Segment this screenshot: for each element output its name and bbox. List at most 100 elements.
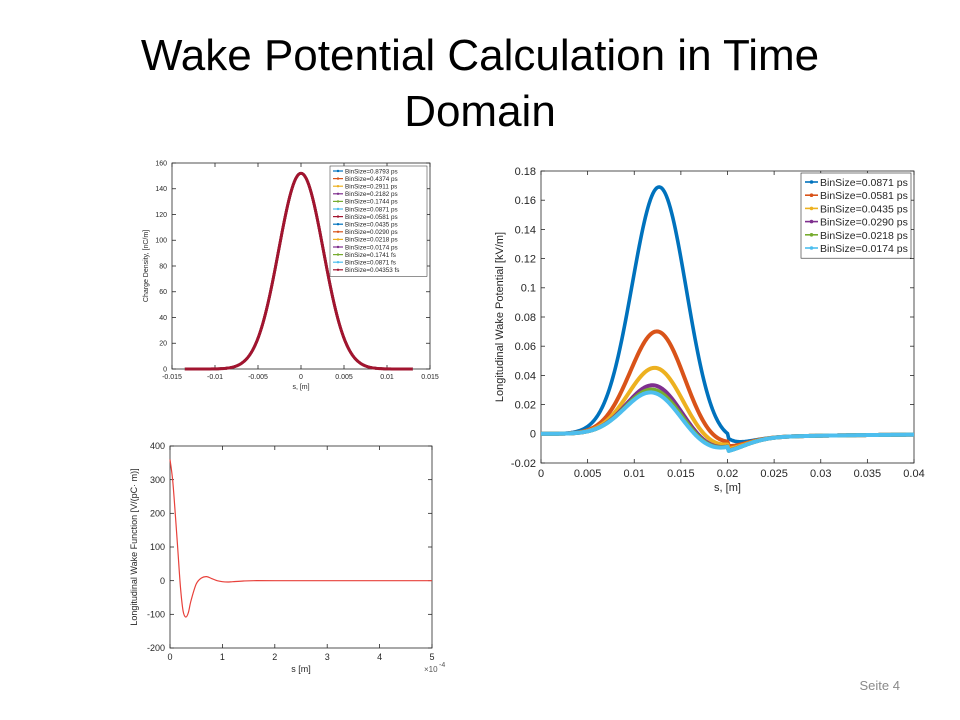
legend-marker	[809, 246, 814, 250]
slide-title: Wake Potential Calculation in Time Domai…	[140, 31, 820, 136]
x-tick-label: 4	[377, 652, 382, 662]
x-tick-label: 0.005	[574, 468, 602, 480]
x-tick-label: -0.015	[162, 374, 182, 381]
x-tick-label: 0.01	[624, 468, 645, 480]
legend-entry: BinSize=0.2182 ps	[345, 191, 398, 198]
y-tick-label: 300	[150, 475, 165, 485]
legend-entry: BinSize=0.4374 ps	[345, 176, 398, 183]
wake-potential-chart: 0 0.005 0.01 0.015 0.02 0.025 0.03 0.035 0.04 -0.…	[494, 166, 925, 494]
x-multiplier: ×10	[424, 665, 438, 674]
wake-potential-series-line	[540, 390, 915, 453]
legend-entry: BinSize=0.0871 ps	[820, 177, 908, 189]
density-series-group	[184, 171, 413, 371]
y-tick-label: -100	[147, 609, 165, 619]
x-tick-label: 0.015	[667, 468, 695, 480]
legend-box	[800, 172, 912, 259]
x-axis-label: s [m]	[291, 664, 311, 674]
legend-entry: BinSize=0.0174 ps	[345, 244, 398, 251]
x-tick-label: 0.02	[717, 468, 738, 480]
y-tick-label: 0	[163, 366, 167, 373]
legend-marker	[336, 268, 340, 271]
wake-function-line	[169, 459, 432, 618]
y-tick-label: 0.06	[515, 341, 536, 353]
legend-marker	[809, 206, 814, 211]
legend-marker	[809, 193, 814, 197]
legend-entry: BinSize=0.2911 ps	[345, 184, 397, 191]
x-tick-label: 0	[299, 374, 303, 381]
y-tick-label: 80	[159, 263, 167, 270]
density-series-line	[184, 171, 413, 371]
y-tick-label: 0.1	[521, 283, 536, 295]
y-tick-label: 0.18	[515, 166, 536, 178]
legend-entry: BinSize=0.0290 ps	[345, 229, 398, 236]
x-tick-label: 0	[167, 652, 172, 662]
x-tick-label: 0.03	[810, 468, 831, 480]
legend-marker	[336, 253, 340, 256]
x-tick-label: 0.005	[335, 374, 353, 381]
legend-marker	[336, 177, 340, 180]
legend-entry: BinSize=0.0218 ps	[820, 230, 908, 242]
y-tick-label: 400	[150, 441, 165, 451]
x-tick-label: 0.025	[760, 468, 788, 480]
x-tick-label: 0.01	[380, 374, 394, 381]
y-tick-label: 60	[159, 289, 167, 296]
legend-entry: BinSize=0.0581 ps	[345, 214, 398, 221]
x-tick-label: -0.005	[248, 374, 268, 381]
y-tick-label: 200	[150, 508, 165, 518]
charge-density-chart: -0.015 -0.01 -0.005 0 0.005 0.01 0.015 0 20 40 60 8…	[143, 160, 439, 391]
legend-marker	[336, 215, 340, 218]
legend-marker	[336, 207, 340, 211]
x-tick-label: 0.035	[854, 468, 882, 480]
y-tick-label: 0.02	[515, 399, 536, 411]
y-tick-label: 0	[530, 429, 536, 441]
legend-entry: BinSize=0.0581 ps	[820, 190, 908, 202]
legend-entry: BinSize=0.1741 fs	[345, 252, 396, 259]
page-number: Seite 4	[859, 678, 900, 693]
y-tick-label: 160	[155, 160, 167, 167]
legend-entry: BinSize=0.04353 fs	[345, 267, 399, 274]
legend-marker	[336, 261, 340, 264]
y-tick-label: 0.08	[515, 312, 536, 324]
legend-marker	[336, 169, 340, 173]
y-axis-label: Charge Density, [nC/m]	[143, 230, 150, 302]
wake-function-chart: 0 1 2 3 4 5 -200 -100 0 100 200 300 400 s [m] Longitud…	[129, 441, 445, 674]
legend-marker	[336, 185, 340, 188]
x-multiplier-exponent: -4	[439, 662, 445, 669]
x-tick-label: 0.015	[421, 374, 439, 381]
legend-entry: BinSize=0.0871 fs	[345, 260, 396, 267]
x-tick-label: 5	[429, 652, 434, 662]
x-tick-label: 2	[272, 652, 277, 662]
y-tick-label: 0.14	[515, 224, 536, 236]
x-tick-label: 0	[538, 468, 544, 480]
y-axis-label: Longitudinal Wake Function [V/(pC· m)]	[129, 468, 139, 625]
wake-potential-series-group	[540, 185, 915, 453]
legend-marker	[809, 180, 814, 184]
y-tick-label: 40	[159, 315, 167, 322]
x-tick-label: 3	[325, 652, 330, 662]
y-tick-label: 120	[155, 212, 167, 219]
y-tick-label: 20	[159, 341, 167, 348]
y-tick-label: 100	[155, 238, 167, 245]
y-axis-label: Longitudinal Wake Potential [kV/m]	[494, 232, 506, 402]
legend-entry: BinSize=0.8793 ps	[345, 168, 398, 175]
y-tick-label: 0.04	[515, 370, 536, 382]
legend-entry: BinSize=0.0290 ps	[820, 217, 908, 229]
legend-marker	[336, 238, 340, 241]
legend-entry: BinSize=0.0435 ps	[345, 222, 398, 229]
legend-entry: BinSize=0.0174 ps	[820, 243, 908, 255]
y-tick-label: 100	[150, 542, 165, 552]
x-axis-label: s, [m]	[714, 482, 741, 494]
legend-marker	[336, 223, 340, 226]
plot-area	[169, 445, 433, 649]
legend-marker	[336, 192, 340, 195]
legend-marker	[809, 219, 814, 224]
y-tick-label: -0.02	[511, 458, 536, 470]
legend-marker	[336, 245, 340, 249]
y-tick-label: -200	[147, 643, 165, 653]
y-tick-label: 140	[155, 186, 167, 193]
legend-marker	[336, 200, 340, 203]
y-tick-label: 0	[160, 576, 165, 586]
legend-entry: BinSize=0.0435 ps	[820, 203, 908, 215]
